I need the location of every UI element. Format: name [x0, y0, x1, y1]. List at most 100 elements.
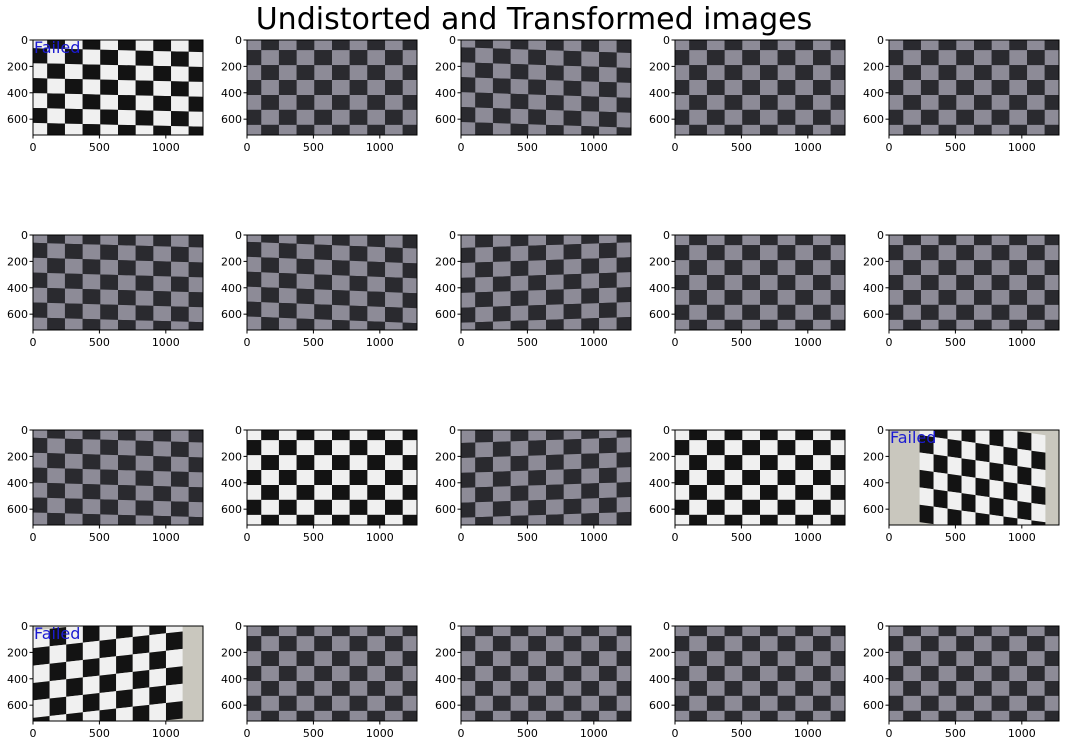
checker-square	[616, 242, 631, 258]
checker-square	[956, 651, 974, 667]
checker-square	[385, 124, 403, 135]
x-tick-label: 1000	[366, 531, 394, 544]
checker-square	[724, 636, 743, 652]
checker-square	[132, 687, 150, 707]
checker-square	[510, 666, 529, 681]
checker-square	[920, 710, 939, 721]
checker-square	[777, 50, 796, 66]
checker-square	[830, 514, 845, 525]
checker-square	[82, 40, 101, 50]
checker-square	[581, 66, 600, 82]
y-tick-label: 600	[863, 113, 884, 126]
x-tick-label: 1000	[1008, 336, 1036, 349]
checker-square	[492, 48, 511, 64]
checker-square	[367, 306, 386, 322]
checker-square	[385, 321, 403, 330]
checker-square	[830, 109, 845, 125]
checker-square	[1017, 500, 1032, 521]
checker-square	[33, 715, 50, 721]
checker-square	[581, 318, 600, 330]
y-tick-label: 400	[435, 477, 456, 490]
x-tick-label: 500	[517, 141, 538, 154]
checker-square	[82, 675, 100, 695]
checker-square	[461, 636, 476, 652]
checker-square	[563, 318, 582, 330]
checker-square	[616, 257, 631, 273]
checker-square	[99, 708, 117, 721]
x-tick-label: 500	[731, 531, 752, 544]
checker-square	[760, 65, 778, 81]
checker-square	[830, 65, 845, 81]
checker-square	[777, 40, 796, 51]
checker-square	[100, 454, 118, 471]
image-13	[461, 430, 631, 525]
checker-square	[278, 514, 297, 525]
checker-square	[64, 303, 83, 319]
checker-square	[742, 109, 760, 125]
checker-square	[171, 471, 189, 487]
checker-square	[546, 304, 564, 320]
checker-square	[1003, 499, 1018, 519]
checker-square	[938, 50, 957, 66]
y-tick-label: 0	[21, 34, 28, 47]
checker-square	[100, 40, 118, 51]
checker-square	[461, 92, 476, 108]
checker-square	[974, 65, 992, 81]
checker-square	[116, 626, 133, 639]
checker-square	[296, 470, 315, 485]
checker-square	[830, 710, 845, 721]
checker-square	[165, 701, 183, 721]
checker-square	[724, 50, 743, 66]
checker-square	[82, 303, 101, 320]
checker-square	[461, 502, 476, 518]
checker-square	[132, 626, 150, 638]
checker-square	[563, 498, 582, 515]
checker-square	[938, 260, 957, 276]
checker-square	[903, 260, 921, 276]
checker-square	[171, 291, 189, 307]
checker-square	[675, 499, 690, 515]
checker-square	[278, 258, 297, 274]
checker-square	[82, 109, 101, 125]
checker-square	[706, 109, 725, 125]
x-tick-label: 500	[517, 727, 538, 740]
checker-square	[261, 242, 279, 259]
checker-square	[261, 94, 279, 110]
checker-square	[402, 440, 417, 456]
checker-square	[919, 469, 934, 490]
checker-square	[296, 514, 315, 525]
checker-square	[492, 108, 511, 124]
checker-square	[991, 304, 1010, 320]
checker-square	[777, 124, 796, 135]
checker-square	[599, 512, 617, 525]
checker-square	[475, 501, 493, 518]
y-tick-label: 200	[7, 646, 28, 659]
checker-square	[742, 514, 760, 525]
checker-square	[903, 65, 921, 81]
checker-square	[349, 455, 368, 471]
checker-square	[528, 710, 546, 721]
checker-square	[724, 289, 743, 305]
checker-square	[332, 455, 350, 471]
checker-square	[528, 626, 546, 637]
checker-square	[118, 289, 136, 306]
checker-square	[933, 430, 948, 439]
checker-square	[706, 50, 725, 66]
checker-square	[402, 680, 417, 696]
checker-square	[956, 124, 974, 135]
checker-square	[171, 456, 189, 473]
checker-square	[314, 65, 332, 81]
checker-square	[974, 50, 992, 66]
checker-square	[616, 467, 631, 483]
checker-square	[135, 290, 154, 306]
checker-square	[349, 695, 368, 711]
y-tick-label: 400	[435, 673, 456, 686]
checker-square	[402, 651, 417, 667]
checker-square	[278, 94, 297, 110]
checker-square	[247, 710, 262, 721]
checker-square	[795, 440, 814, 456]
checker-square	[188, 247, 203, 263]
